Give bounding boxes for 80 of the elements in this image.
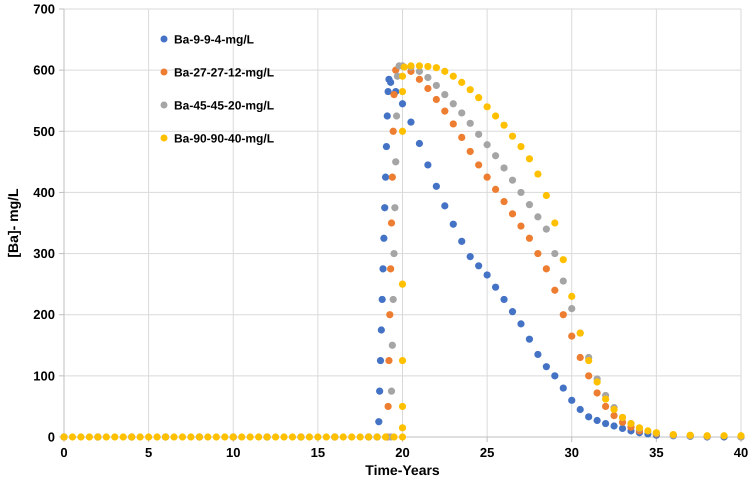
point (391, 204, 398, 212)
y-axis-title: [Ba]- mg/L (5, 188, 21, 258)
point (392, 112, 400, 120)
point (416, 76, 424, 83)
point (517, 222, 525, 230)
point (542, 226, 550, 233)
y-tick-label: 200 (33, 307, 55, 322)
point (484, 141, 491, 148)
point (475, 130, 482, 138)
point (568, 332, 576, 340)
y-tick-label: 300 (33, 246, 55, 262)
point (458, 109, 466, 117)
point (458, 134, 466, 141)
point (560, 277, 567, 285)
point (441, 108, 448, 115)
x-tick-label: 20 (395, 445, 410, 460)
y-tick-label: 700 (33, 2, 55, 16)
legend-label: Ba-45-45-20-mg/L (174, 98, 274, 112)
legend-label: Ba-9-9-4-mg/L (174, 32, 254, 46)
x-tick-label: 15 (310, 445, 326, 460)
point (551, 250, 558, 258)
point (568, 305, 576, 312)
point (392, 158, 400, 166)
point (466, 148, 474, 156)
point (424, 74, 432, 82)
point (508, 176, 516, 184)
point (551, 286, 558, 294)
point (385, 356, 393, 364)
point (492, 152, 500, 160)
point (602, 402, 610, 410)
point (432, 96, 440, 104)
point (585, 372, 592, 380)
point (390, 296, 397, 304)
point (390, 250, 398, 258)
x-tick-label: 40 (734, 445, 748, 460)
point (500, 164, 508, 172)
point (526, 201, 534, 208)
point (610, 412, 618, 420)
point (441, 91, 448, 98)
point (534, 213, 542, 220)
point (500, 198, 508, 206)
x-tick-label: 25 (480, 445, 494, 460)
point (594, 389, 601, 397)
point (388, 174, 396, 181)
y-tick-label: 100 (33, 368, 55, 384)
point (386, 311, 394, 318)
x-tick-label: 35 (649, 445, 664, 460)
x-tick-label: 5 (145, 445, 152, 460)
point (387, 265, 394, 272)
point (450, 120, 457, 128)
point (432, 82, 440, 90)
point (484, 174, 491, 181)
point (390, 128, 397, 135)
point (466, 120, 474, 127)
point (384, 402, 392, 410)
point (560, 311, 567, 318)
point (517, 188, 525, 196)
point (492, 186, 500, 193)
x-axis-title: Time-Years (365, 462, 440, 478)
x-tick-label: 10 (226, 445, 240, 460)
point (388, 219, 396, 227)
legend-label: Ba-90-90-40-mg/L (174, 132, 274, 146)
point (388, 342, 396, 349)
point (390, 91, 398, 98)
y-tick-label: 500 (33, 124, 55, 139)
point (388, 388, 396, 395)
x-tick-label: 30 (564, 445, 579, 460)
point (534, 250, 542, 258)
x-tick-label: 0 (60, 445, 68, 460)
legend-label: Ba-27-27-12-mg/L (174, 66, 274, 80)
point (576, 354, 584, 362)
point (526, 234, 534, 242)
point (475, 161, 482, 169)
y-tick-label: 400 (33, 184, 55, 200)
point (450, 100, 457, 108)
point (508, 210, 516, 218)
y-tick-label: 600 (33, 62, 55, 78)
point (542, 265, 550, 272)
y-tick-label: 0 (48, 430, 55, 444)
point (424, 84, 432, 92)
